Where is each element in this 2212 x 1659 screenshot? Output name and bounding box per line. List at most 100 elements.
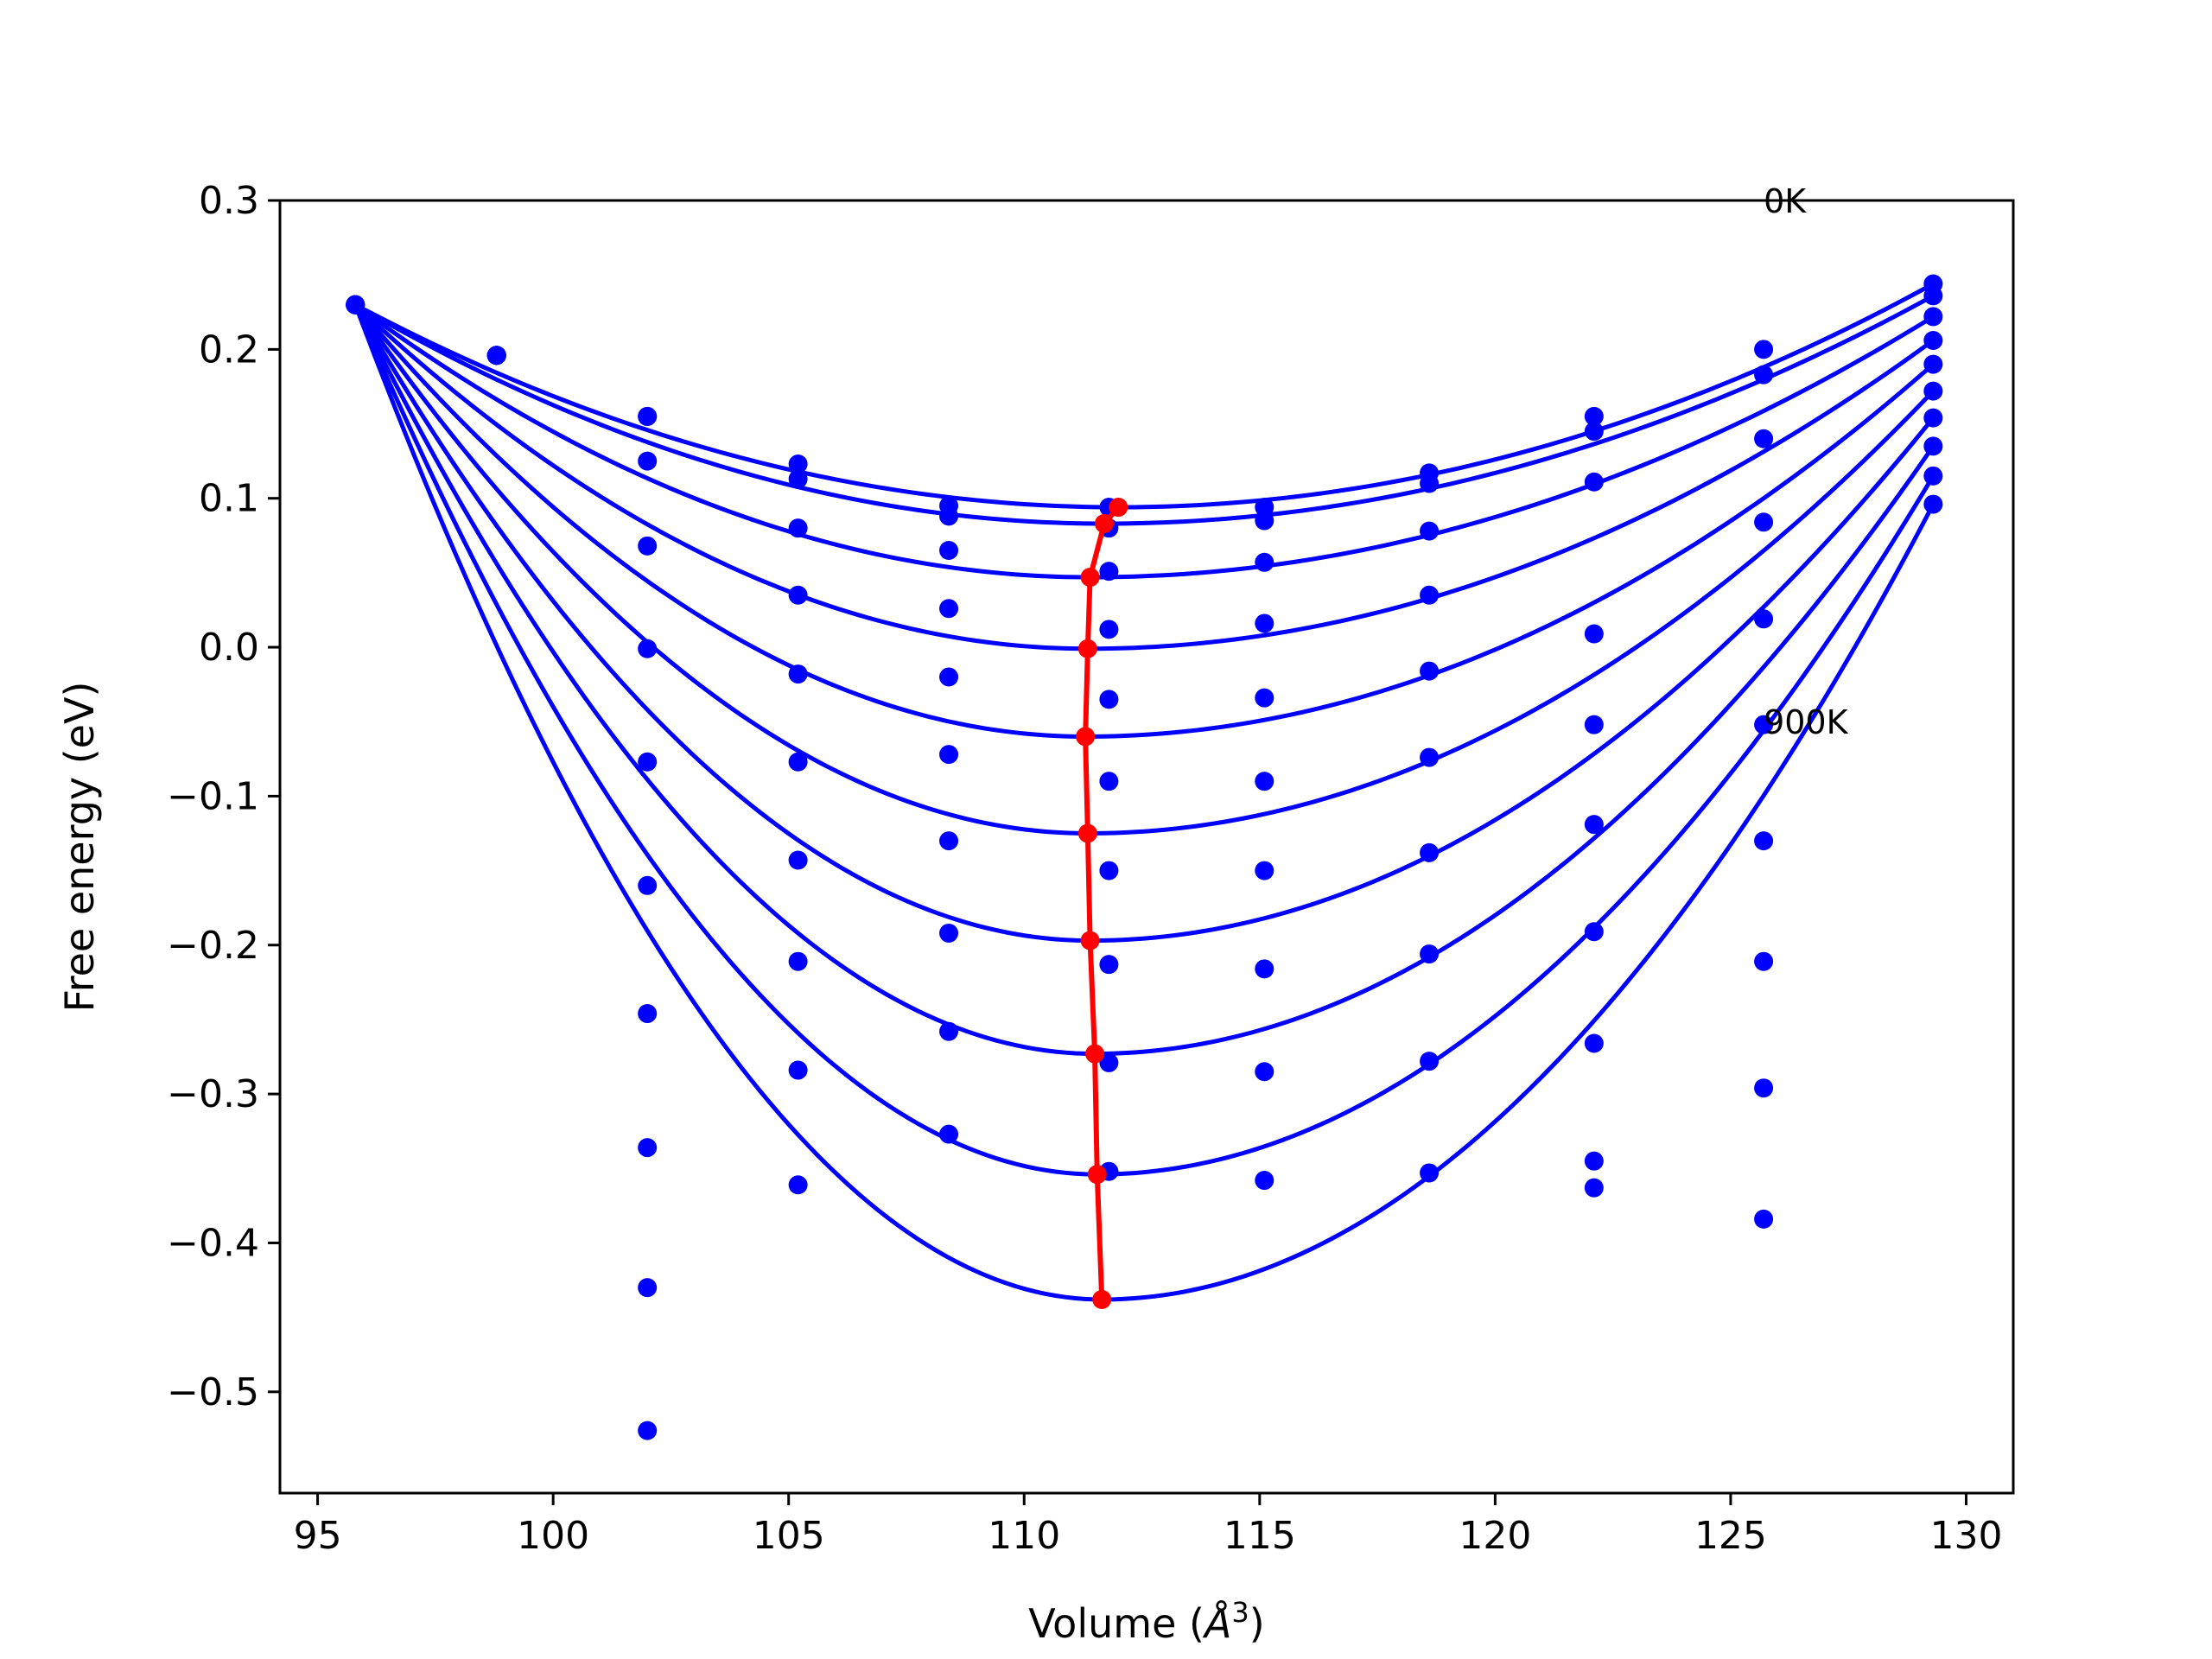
data-point-8-5 [1099,1052,1119,1072]
data-point-6-3 [788,850,808,870]
data-point-1-3 [788,469,808,489]
fit-curve-8 [353,303,1936,1177]
x-axis-label-main: Volume ( [1028,1600,1205,1647]
x-tick-label-1: 100 [517,1514,589,1558]
x-tick-label-3: 110 [988,1514,1060,1558]
data-point-9-7 [1420,1163,1440,1183]
data-point-6-4 [939,831,959,851]
y-tick-label-3: 0.0 [199,626,259,670]
data-point-6-8 [1584,922,1604,942]
data-point-3-7 [1420,585,1440,605]
data-point-8-6 [1255,1062,1274,1082]
data-point-9-4 [939,1124,959,1144]
data-point-5-6 [1255,772,1274,791]
data-point-3-6 [1255,613,1274,633]
minimum-point-5 [1077,823,1097,843]
data-point-2-7 [1420,521,1440,541]
data-point-3-5 [1099,620,1119,639]
fit-curve-4 [353,303,1935,739]
data-point-2-3 [788,518,808,538]
data-point-4-8 [1584,715,1604,734]
plot-frame [278,199,2015,1495]
x-axis-label-close: ) [1249,1600,1265,1647]
data-point-1-6 [1255,511,1274,531]
x-tick-label-0: 95 [294,1514,342,1558]
data-point-2-4 [939,541,959,561]
fit-curve-5 [353,303,1936,836]
x-axis-label-unit: Å [1202,1600,1231,1647]
fit-curve-3 [353,302,1935,652]
data-point-5-7 [1420,747,1440,767]
data-point-9-1 [486,346,506,365]
data-point-9-6 [1255,1171,1274,1191]
fit-curve-6 [353,303,1936,944]
data-point-4-10 [1923,354,1943,374]
data-point-0-8 [1584,406,1604,426]
data-point-7-5 [1099,955,1119,975]
x-tick-label-6: 125 [1694,1514,1767,1558]
x-tick-label-4: 115 [1224,1514,1296,1558]
data-point-0-9 [1754,340,1774,359]
y-tick-label-5: −0.2 [167,924,259,968]
data-point-8-4 [939,1021,959,1041]
data-point-9-2 [638,1278,658,1298]
data-point-6-9 [1754,831,1774,851]
x-axis-ticks: 95 100 105 110 115 120 125 130 [294,1493,2002,1558]
data-point-2-5 [1099,562,1119,582]
data-point-2-8 [1584,472,1604,492]
data-point-10-2 [638,1421,658,1440]
minimum-point-0 [1109,498,1128,518]
data-point-0-3 [788,454,808,474]
data-point-1-2 [638,406,658,426]
data-point-8-3 [788,1060,808,1080]
data-point-7-10 [1923,436,1943,456]
data-point-4-5 [1099,690,1119,709]
x-tick-label-5: 120 [1459,1514,1531,1558]
annotation-0: 0K [1764,182,1807,220]
data-point-8-7 [1420,1052,1440,1071]
data-point-4-9 [1754,609,1774,629]
data-point-6-10 [1923,408,1943,428]
data-point-4-7 [1420,661,1440,681]
annotation-1: 900K [1764,703,1849,741]
data-point-7-3 [788,951,808,971]
data-point-5-8 [1584,815,1604,835]
data-point-2-9 [1754,429,1774,448]
data-point-4-4 [939,667,959,687]
minimum-point-6 [1080,931,1100,950]
x-axis-label: Volume (Å3) [1028,1596,1264,1647]
minimum-point-8 [1087,1165,1107,1185]
data-point-1-7 [1420,474,1440,493]
data-point-5-4 [939,745,959,765]
minimum-point-3 [1077,639,1097,658]
data-point-4-2 [638,639,658,658]
data-point-7-7 [1420,944,1440,964]
fit-curve-7 [353,303,1936,1057]
fit-curve-9 [353,303,1936,1302]
data-point-3-9 [1754,512,1774,532]
fit-curve-2 [353,302,1935,580]
data-point-6-7 [1420,842,1440,862]
annotations: 0K 900K [1764,182,1849,741]
data-point-8-9 [1754,1078,1774,1098]
data-point-2-2 [638,451,658,471]
data-point-1-10 [1923,286,1943,306]
minimum-point-2 [1080,568,1100,588]
data-point-4-6 [1255,688,1274,708]
data-point-5-2 [638,752,658,772]
data-point-5-9 [1754,715,1774,734]
data-point-4-3 [788,664,808,684]
y-axis-ticks: 0.3 0.2 0.1 0.0 −0.1 −0.2 −0.3 −0.4 −0.5 [167,179,280,1414]
data-point-5-3 [788,752,808,772]
data-point-8-8 [1584,1151,1604,1171]
y-tick-label-0: 0.3 [199,179,259,223]
y-tick-label-7: −0.4 [167,1221,259,1265]
y-tick-label-2: 0.1 [199,477,259,521]
x-axis-label-exponent: 3 [1231,1596,1249,1629]
data-point-8-10 [1923,466,1943,486]
data-point-9-9 [1754,1209,1774,1229]
data-point-3-2 [638,536,658,556]
